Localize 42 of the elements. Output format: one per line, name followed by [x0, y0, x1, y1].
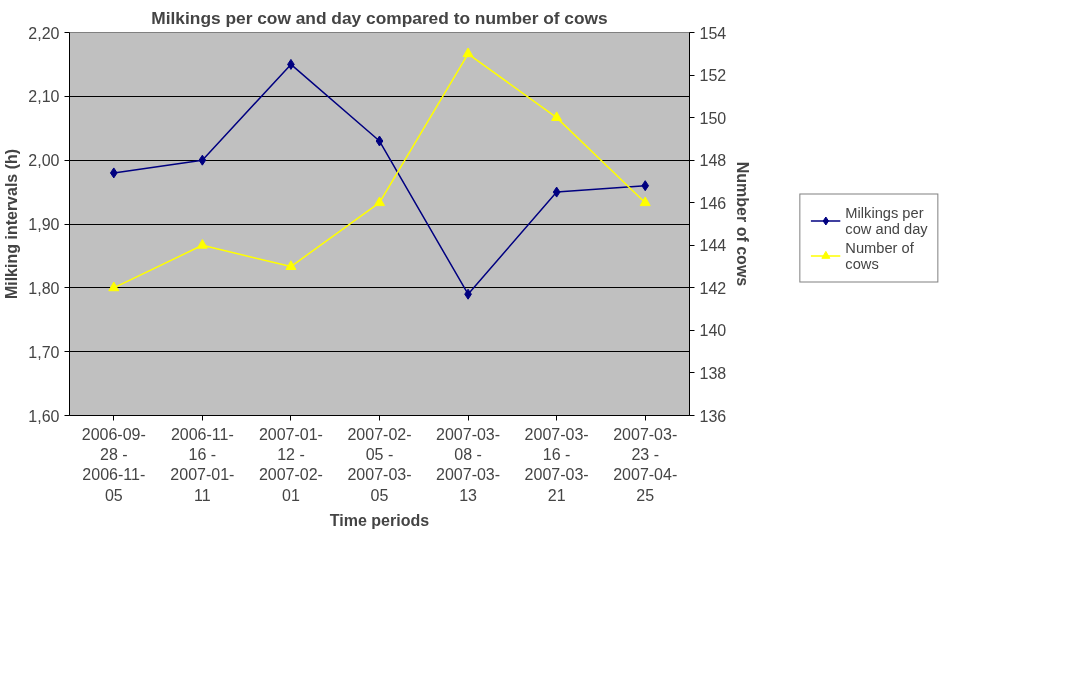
- point: [552, 186, 561, 198]
- x-tick-label: 2007-03-08 - 2007-03-13: [436, 425, 501, 504]
- y2-tick-label: 148: [699, 152, 727, 170]
- x-tick-label: 2007-01-12 - 2007-02-01: [258, 425, 323, 504]
- y-tick-label: 2,20: [28, 24, 60, 42]
- chart-title: Milkings per cow and day compared to number of cows: [151, 7, 608, 28]
- point: [641, 180, 650, 192]
- y-axis-title: Milking intervals (h): [3, 148, 21, 300]
- point: [198, 154, 207, 166]
- y2-tick-label: 154: [699, 24, 727, 42]
- y-tick-label: 1,90: [28, 216, 60, 233]
- point: [375, 135, 384, 147]
- y2-axis-title: Number of cows: [734, 161, 752, 287]
- y2-tick-label: 140: [699, 322, 727, 340]
- point: [639, 196, 651, 207]
- y-tick-label: 1,70: [28, 343, 60, 361]
- point: [108, 281, 120, 292]
- point: [551, 111, 563, 121]
- point: [196, 239, 208, 249]
- y2-tick-label: 150: [699, 109, 727, 127]
- x-axis-title: Time periods: [329, 511, 430, 529]
- y2-tick-label: 152: [699, 67, 727, 85]
- legend-label: Milkings per cow and day: [845, 204, 928, 237]
- y2-tick-label: 136: [699, 407, 727, 425]
- x-tick-label: 2007-02-05 - 2007-03-05: [347, 425, 412, 504]
- point: [374, 196, 385, 207]
- y-tick-label: 1,80: [28, 279, 60, 297]
- point: [109, 167, 118, 179]
- y2-tick-label: 144: [699, 237, 727, 255]
- y-tick-label: 1,60: [28, 407, 60, 425]
- point: [285, 260, 297, 270]
- legend-label: Number of cows: [845, 239, 914, 272]
- x-tick-label: 2006-09-28 - 2006-11-05: [81, 425, 146, 504]
- y2-tick-label: 138: [699, 364, 727, 382]
- point: [462, 47, 474, 58]
- y-tick-label: 2,00: [28, 152, 60, 170]
- y2-tick-label: 142: [699, 279, 727, 297]
- y-tick-label: 2,10: [28, 88, 60, 106]
- x-tick-label: 2006-11-16 - 2007-01-11: [170, 425, 235, 504]
- x-tick-label: 2007-03-23 - 2007-04-25: [613, 425, 678, 504]
- x-tick-label: 2007-03-16 - 2007-03-21: [524, 425, 589, 504]
- y2-tick-label: 146: [699, 194, 727, 212]
